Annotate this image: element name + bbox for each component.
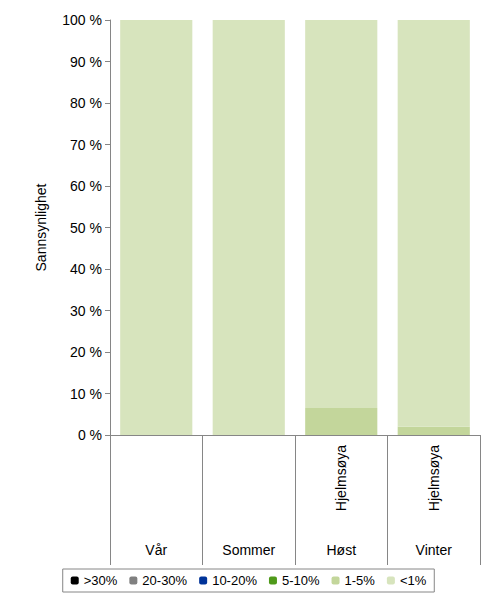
svg-text:Vår: Vår (145, 542, 167, 558)
svg-text:<1%: <1% (400, 573, 427, 588)
svg-text:Hjelmsøya: Hjelmsøya (426, 445, 442, 511)
svg-text:Sannsynlighet: Sannsynlighet (33, 183, 49, 271)
svg-text:Høst: Høst (326, 542, 356, 558)
svg-text:20-30%: 20-30% (142, 573, 187, 588)
svg-text:>30%: >30% (84, 573, 118, 588)
svg-text:1-5%: 1-5% (345, 573, 376, 588)
svg-text:20 %: 20 % (70, 344, 102, 360)
svg-text:50 %: 50 % (70, 220, 102, 236)
svg-text:10-20%: 10-20% (212, 573, 257, 588)
svg-text:80 %: 80 % (70, 95, 102, 111)
svg-text:Vinter: Vinter (416, 542, 453, 558)
svg-text:Hjelmsøya: Hjelmsøya (333, 445, 349, 511)
svg-text:Sommer: Sommer (222, 542, 275, 558)
svg-text:40 %: 40 % (70, 261, 102, 277)
svg-text:70 %: 70 % (70, 137, 102, 153)
svg-text:10 %: 10 % (70, 386, 102, 402)
svg-text:90 %: 90 % (70, 54, 102, 70)
svg-text:5-10%: 5-10% (282, 573, 320, 588)
svg-text:0 %: 0 % (78, 427, 102, 443)
svg-text:60 %: 60 % (70, 178, 102, 194)
svg-text:30 %: 30 % (70, 303, 102, 319)
svg-text:100 %: 100 % (62, 12, 102, 28)
